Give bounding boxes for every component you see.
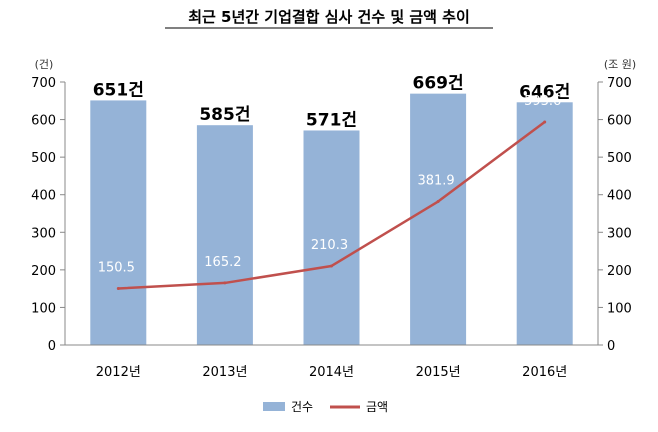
line-point	[116, 286, 120, 290]
right-tick-label: 100	[607, 301, 632, 316]
x-tick-label: 2016년	[522, 365, 567, 380]
left-tick-label: 0	[48, 339, 56, 354]
legend: 건수 금액	[263, 400, 388, 414]
legend-swatch-bar	[263, 402, 285, 411]
bar	[303, 130, 360, 345]
left-tick-label: 200	[31, 264, 56, 279]
left-tick-label: 600	[31, 114, 56, 129]
legend-label-line: 금액	[366, 400, 388, 414]
bar	[516, 102, 573, 345]
left-tick-label: 100	[31, 301, 56, 316]
left-axis-unit: (건)	[35, 58, 54, 71]
right-tick-label: 0	[607, 339, 615, 354]
line-value-label: 381.9	[417, 174, 454, 189]
x-tick-label: 2013년	[202, 365, 247, 380]
line-value-label: 165.2	[204, 255, 241, 270]
line-point	[543, 120, 547, 124]
right-tick-label: 200	[607, 264, 632, 279]
right-tick-label: 400	[607, 189, 632, 204]
bar	[90, 100, 147, 345]
x-tick-label: 2012년	[96, 365, 141, 380]
left-tick-label: 700	[31, 76, 56, 91]
legend-label-bar: 건수	[291, 400, 313, 414]
bar-value-label: 651건	[93, 80, 144, 100]
left-tick-label: 300	[31, 226, 56, 241]
line-value-label: 593.6	[524, 94, 561, 109]
x-tick-label: 2014년	[309, 365, 354, 380]
bar-value-label: 585건	[199, 105, 250, 125]
left-tick-label: 500	[31, 151, 56, 166]
line-value-label: 210.3	[311, 238, 348, 253]
line-point	[223, 281, 227, 285]
right-axis-unit: (조 원)	[604, 58, 636, 71]
line-point	[436, 200, 440, 204]
right-tick-label: 700	[607, 76, 632, 91]
bar-value-label: 571건	[306, 110, 357, 130]
bar-value-label: 669건	[413, 74, 464, 94]
line-value-label: 150.5	[98, 260, 135, 275]
bar	[410, 93, 467, 345]
x-tick-label: 2015년	[416, 365, 461, 380]
left-tick-label: 400	[31, 189, 56, 204]
line-point	[330, 264, 333, 268]
right-tick-label: 600	[607, 114, 632, 129]
right-tick-label: 500	[607, 151, 632, 166]
right-tick-label: 300	[607, 226, 632, 241]
bar	[196, 125, 253, 345]
bar-value-label: 646건	[519, 82, 570, 102]
chart-title: 최근 5년간 기업결합 심사 건수 및 금액 추이	[188, 8, 470, 26]
